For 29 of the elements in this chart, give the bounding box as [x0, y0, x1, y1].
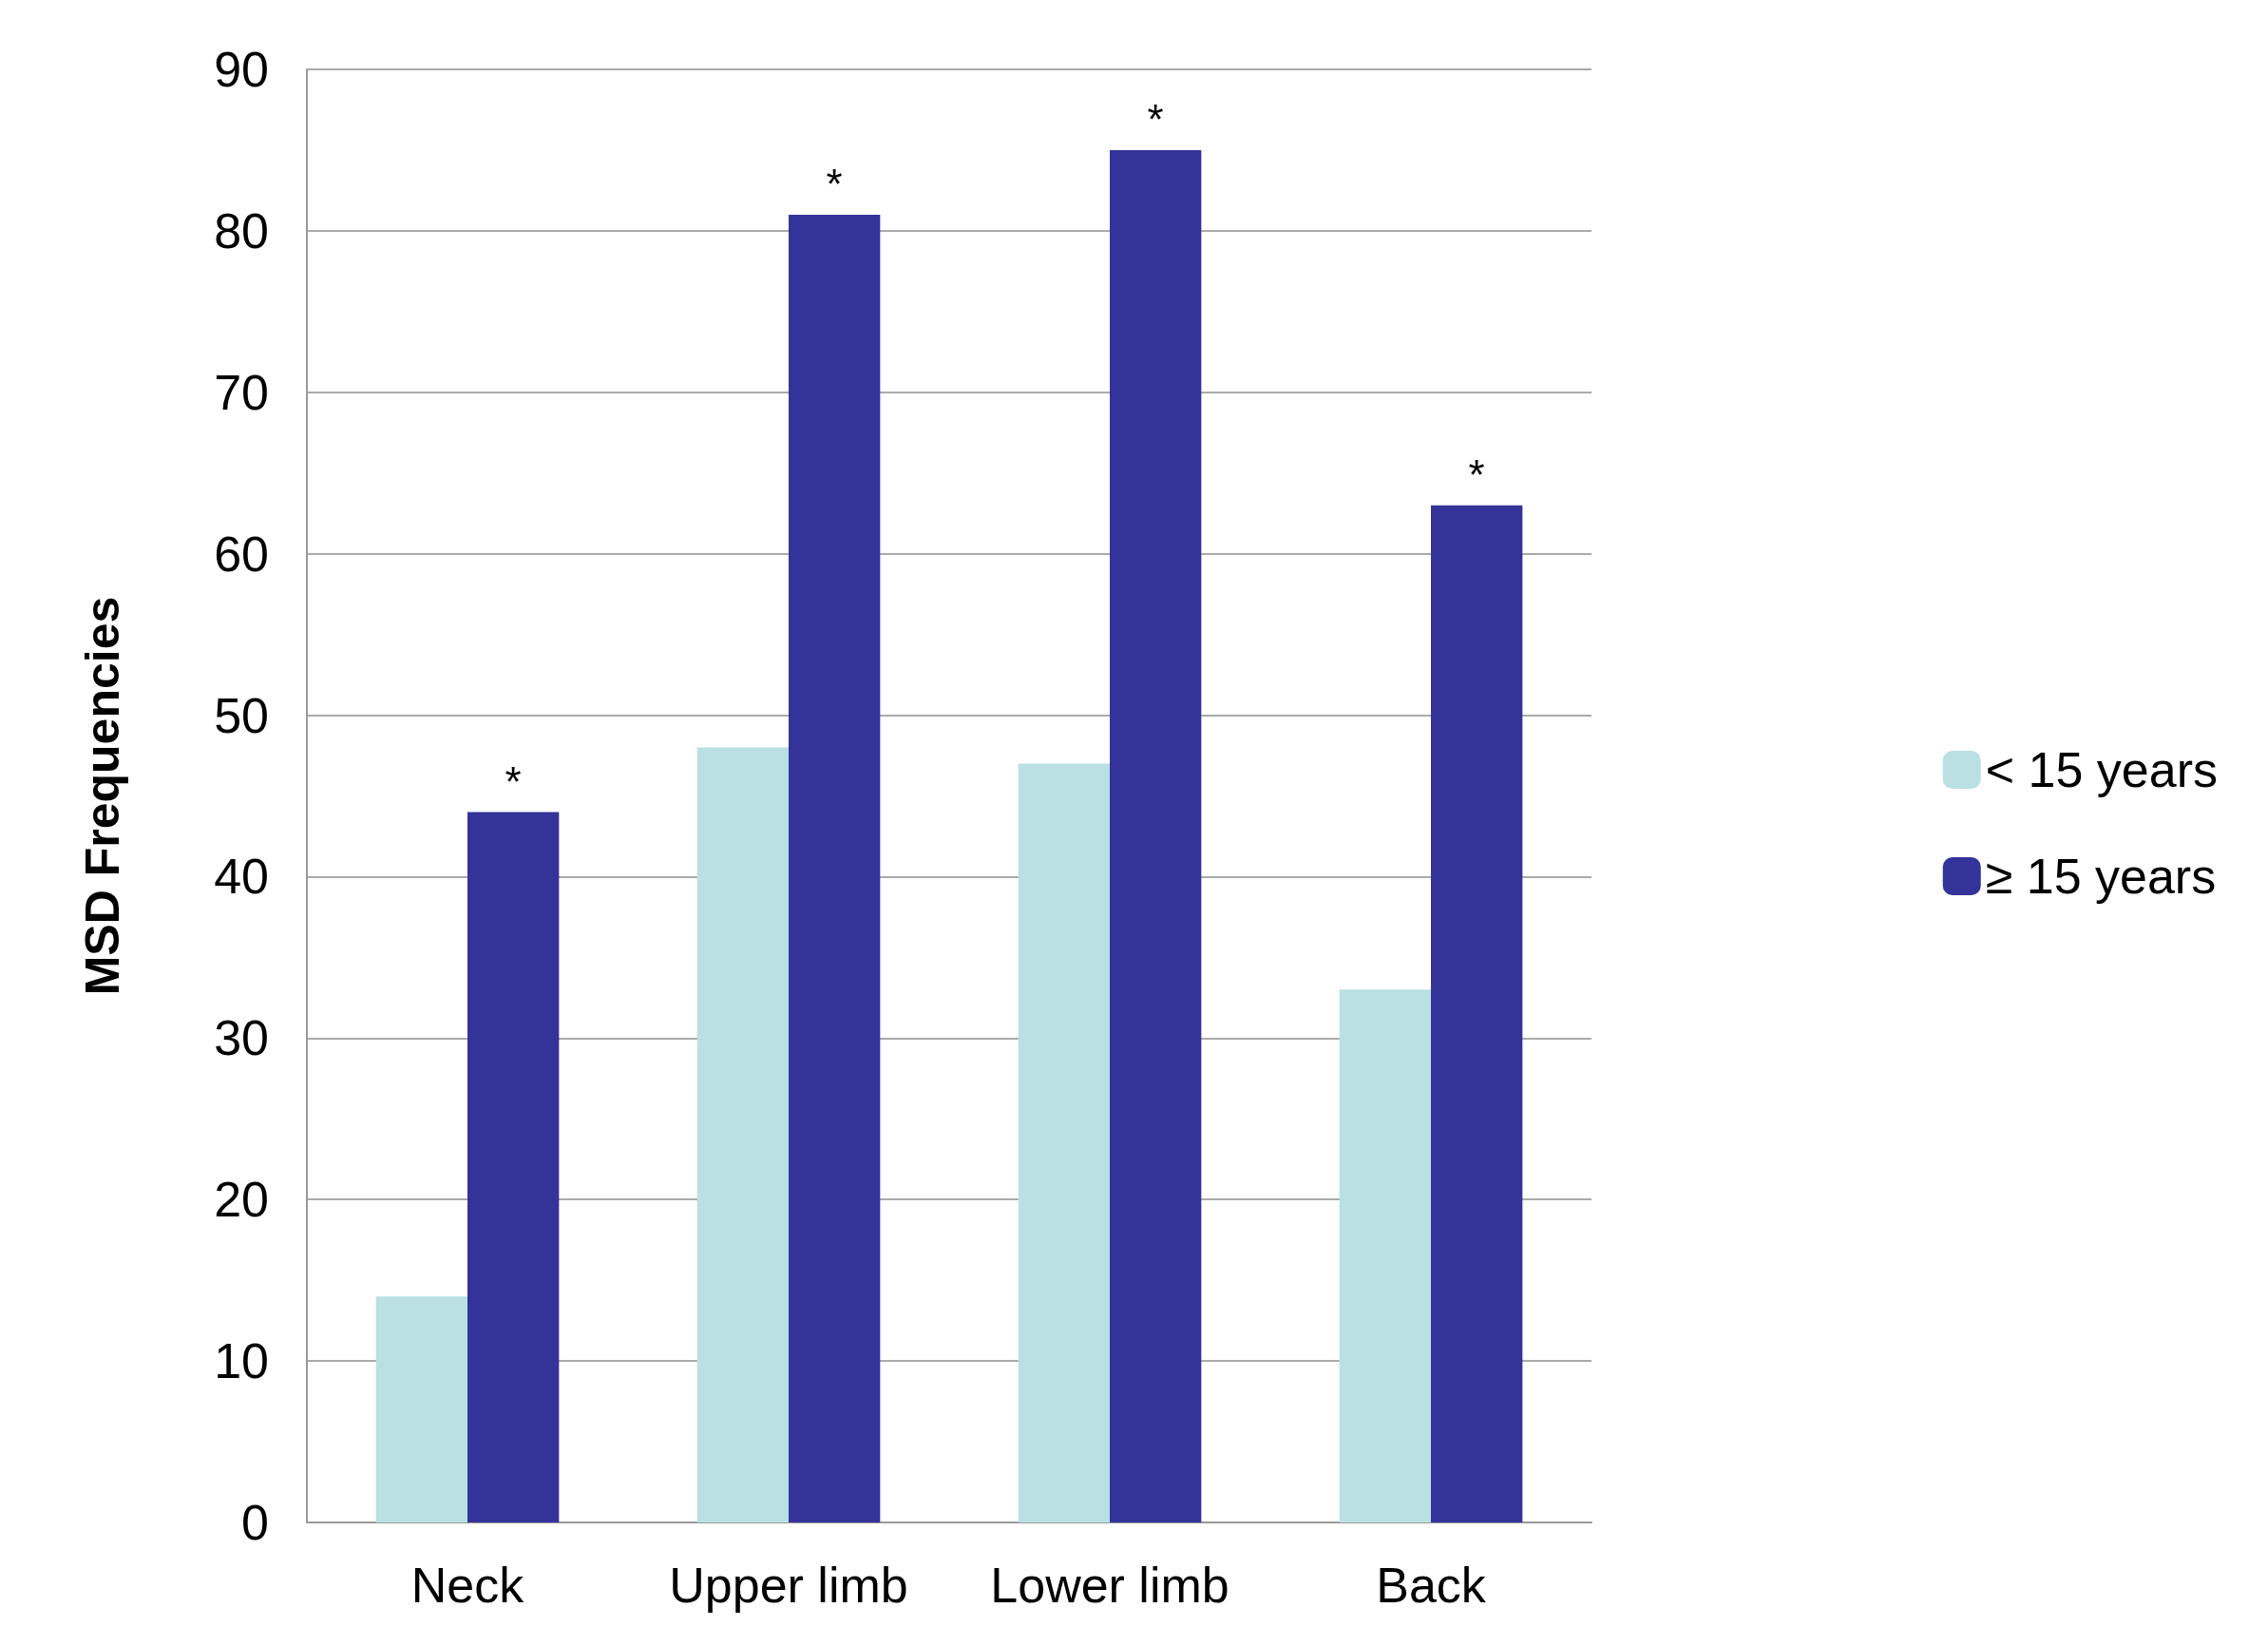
bar — [789, 214, 881, 1522]
bar — [1431, 505, 1523, 1522]
y-tick-label: 0 — [241, 1495, 269, 1550]
bar — [375, 1296, 467, 1522]
y-tick-label: 50 — [214, 687, 269, 743]
bar — [696, 747, 789, 1522]
annotation: * — [1468, 451, 1485, 499]
annotation: * — [826, 161, 843, 208]
x-tick-label: Lower limb — [990, 1558, 1229, 1613]
legend-label: ≥ 15 years — [1985, 849, 2217, 904]
bar — [1110, 149, 1202, 1522]
y-tick-label: 60 — [214, 526, 269, 582]
legend-label: < 15 years — [1985, 742, 2219, 797]
annotation: * — [1147, 96, 1164, 144]
y-tick-label: 70 — [214, 364, 269, 420]
x-tick-label: Back — [1376, 1558, 1487, 1613]
y-tick-label: 20 — [214, 1172, 269, 1228]
bar — [1018, 763, 1110, 1522]
y-tick-label: 10 — [214, 1333, 269, 1389]
y-tick-label: 40 — [214, 849, 269, 905]
x-tick-label: Neck — [410, 1558, 525, 1613]
annotation: * — [505, 757, 522, 805]
y-axis-title: MSD Frequencies — [76, 596, 129, 996]
x-tick-label: Upper limb — [669, 1558, 908, 1613]
bar — [467, 812, 560, 1522]
y-tick-label: 90 — [214, 42, 269, 97]
y-tick-label: 80 — [214, 202, 269, 258]
y-tick-label: 30 — [214, 1010, 269, 1066]
bar — [1339, 989, 1431, 1522]
